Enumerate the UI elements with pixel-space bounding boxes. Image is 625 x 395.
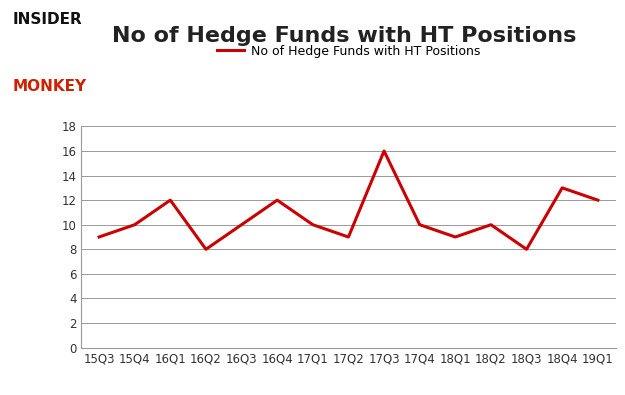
Legend: No of Hedge Funds with HT Positions: No of Hedge Funds with HT Positions: [212, 40, 485, 63]
Text: MONKEY: MONKEY: [12, 79, 87, 94]
Text: No of Hedge Funds with HT Positions: No of Hedge Funds with HT Positions: [112, 26, 576, 46]
Text: INSIDER: INSIDER: [12, 12, 82, 27]
